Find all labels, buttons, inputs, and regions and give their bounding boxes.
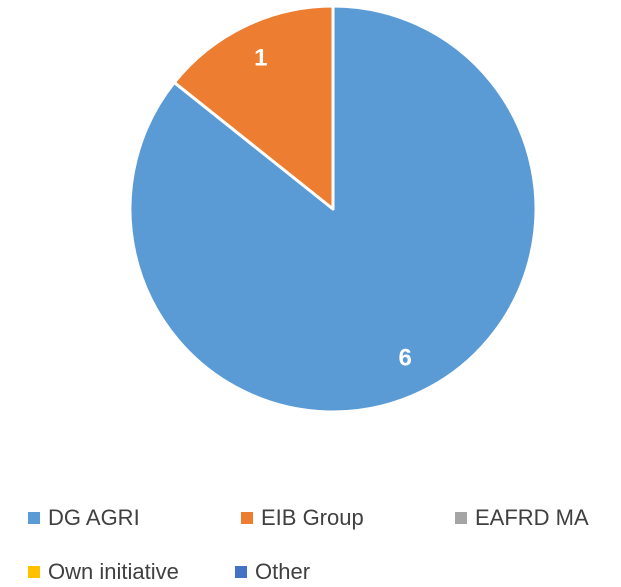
legend-swatch — [28, 512, 40, 524]
legend-label: EAFRD MA — [475, 505, 589, 530]
legend-label: DG AGRI — [48, 505, 140, 530]
legend-swatch — [28, 566, 40, 578]
legend-label: EIB Group — [261, 505, 364, 530]
legend-swatch — [455, 512, 467, 524]
legend-swatch — [235, 566, 247, 578]
pie-slice — [172, 4, 335, 211]
legend-label: Other — [255, 559, 310, 584]
data-label: 1 — [254, 44, 267, 71]
legend-swatch — [241, 512, 253, 524]
data-label: 6 — [399, 344, 412, 371]
legend-label: Own initiative — [48, 559, 179, 584]
